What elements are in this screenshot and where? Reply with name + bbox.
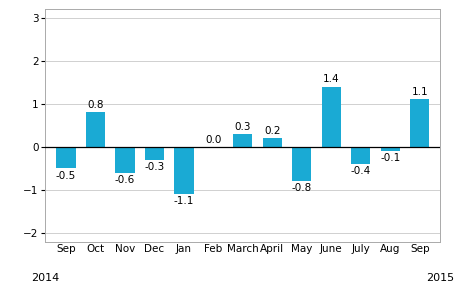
Text: 0.8: 0.8 <box>87 100 104 110</box>
Bar <box>174 147 193 194</box>
Text: -0.4: -0.4 <box>350 166 371 176</box>
Bar <box>381 147 400 151</box>
Bar <box>115 147 134 173</box>
Text: -0.6: -0.6 <box>115 175 135 185</box>
Bar <box>233 134 252 147</box>
Bar <box>263 138 282 147</box>
Text: 2015: 2015 <box>426 273 454 283</box>
Text: 0.2: 0.2 <box>264 126 281 136</box>
Bar <box>410 99 429 147</box>
Bar <box>86 112 105 147</box>
Text: -1.1: -1.1 <box>174 196 194 206</box>
Text: 1.4: 1.4 <box>323 74 340 85</box>
Text: 2014: 2014 <box>31 273 59 283</box>
Text: -0.8: -0.8 <box>292 183 312 194</box>
Bar <box>56 147 76 169</box>
Bar <box>292 147 311 181</box>
Text: -0.3: -0.3 <box>144 162 165 172</box>
Text: 0.0: 0.0 <box>205 135 222 145</box>
Bar <box>351 147 370 164</box>
Text: 1.1: 1.1 <box>411 87 428 97</box>
Bar <box>322 87 341 147</box>
Bar <box>145 147 164 160</box>
Text: 0.3: 0.3 <box>235 122 251 132</box>
Text: -0.1: -0.1 <box>380 153 400 163</box>
Text: -0.5: -0.5 <box>56 171 76 181</box>
